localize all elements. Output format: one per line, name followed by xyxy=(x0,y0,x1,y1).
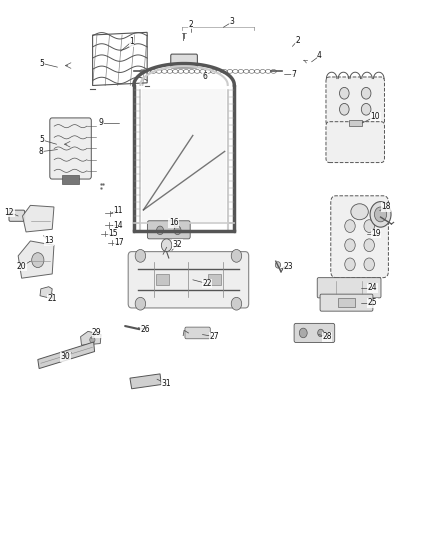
FancyBboxPatch shape xyxy=(185,327,210,339)
Text: 18: 18 xyxy=(381,203,391,212)
Circle shape xyxy=(345,258,355,271)
Circle shape xyxy=(135,297,146,310)
Circle shape xyxy=(345,220,355,232)
Text: 17: 17 xyxy=(115,238,124,247)
Polygon shape xyxy=(38,342,95,368)
Circle shape xyxy=(318,329,324,337)
Circle shape xyxy=(299,328,307,338)
Circle shape xyxy=(32,253,44,268)
Circle shape xyxy=(361,103,371,115)
Polygon shape xyxy=(18,241,54,278)
Circle shape xyxy=(135,249,146,262)
Text: 26: 26 xyxy=(141,325,151,334)
Text: 22: 22 xyxy=(202,279,212,288)
FancyBboxPatch shape xyxy=(331,196,389,278)
Bar xyxy=(155,274,169,285)
FancyBboxPatch shape xyxy=(9,210,25,221)
Text: 4: 4 xyxy=(317,52,322,60)
Text: 7: 7 xyxy=(292,70,297,78)
Text: 31: 31 xyxy=(161,379,170,388)
Text: 21: 21 xyxy=(47,294,57,303)
Circle shape xyxy=(276,262,281,268)
Text: 19: 19 xyxy=(371,229,381,238)
Text: 12: 12 xyxy=(5,208,14,217)
Text: 30: 30 xyxy=(60,352,70,361)
Text: 1: 1 xyxy=(129,37,134,46)
Circle shape xyxy=(231,249,242,262)
Bar xyxy=(208,274,221,285)
Circle shape xyxy=(345,239,355,252)
Bar xyxy=(62,175,79,184)
Text: 5: 5 xyxy=(40,59,45,68)
Text: 25: 25 xyxy=(368,298,378,307)
Text: 28: 28 xyxy=(322,332,332,341)
Text: 13: 13 xyxy=(44,237,53,246)
Ellipse shape xyxy=(351,204,368,220)
Text: 8: 8 xyxy=(39,147,43,156)
Bar xyxy=(142,88,226,222)
Circle shape xyxy=(374,207,387,222)
Text: 15: 15 xyxy=(109,229,118,238)
Text: 5: 5 xyxy=(40,135,45,144)
FancyBboxPatch shape xyxy=(171,54,198,68)
Bar xyxy=(349,120,362,126)
Text: 9: 9 xyxy=(99,118,103,127)
Polygon shape xyxy=(40,287,52,298)
Circle shape xyxy=(161,239,172,252)
Text: 32: 32 xyxy=(173,240,182,249)
Circle shape xyxy=(370,201,391,227)
FancyBboxPatch shape xyxy=(326,122,385,163)
Text: 20: 20 xyxy=(17,262,26,271)
Circle shape xyxy=(231,297,242,310)
Text: 11: 11 xyxy=(113,206,123,215)
Text: 16: 16 xyxy=(169,219,178,228)
Text: 29: 29 xyxy=(92,328,102,337)
Bar xyxy=(338,298,355,307)
Circle shape xyxy=(90,337,95,343)
Circle shape xyxy=(364,258,374,271)
Polygon shape xyxy=(81,332,101,345)
Circle shape xyxy=(364,220,374,232)
FancyBboxPatch shape xyxy=(320,294,373,311)
FancyBboxPatch shape xyxy=(148,221,190,239)
FancyBboxPatch shape xyxy=(317,278,381,298)
Text: 14: 14 xyxy=(113,221,123,230)
FancyBboxPatch shape xyxy=(294,324,335,343)
Text: 2: 2 xyxy=(295,36,300,45)
Circle shape xyxy=(174,226,181,235)
FancyBboxPatch shape xyxy=(50,118,91,179)
Circle shape xyxy=(364,239,374,252)
Polygon shape xyxy=(130,374,161,389)
Polygon shape xyxy=(22,205,54,232)
Circle shape xyxy=(361,87,371,99)
Text: 6: 6 xyxy=(203,72,208,81)
Text: 2: 2 xyxy=(188,20,193,29)
Text: 24: 24 xyxy=(368,283,378,292)
Text: 23: 23 xyxy=(283,262,293,271)
Text: 27: 27 xyxy=(210,332,219,341)
Circle shape xyxy=(156,226,163,235)
Text: 10: 10 xyxy=(371,112,380,121)
Circle shape xyxy=(339,87,349,99)
Text: 3: 3 xyxy=(230,18,234,27)
FancyBboxPatch shape xyxy=(128,252,249,308)
FancyBboxPatch shape xyxy=(326,77,385,126)
Circle shape xyxy=(339,103,349,115)
